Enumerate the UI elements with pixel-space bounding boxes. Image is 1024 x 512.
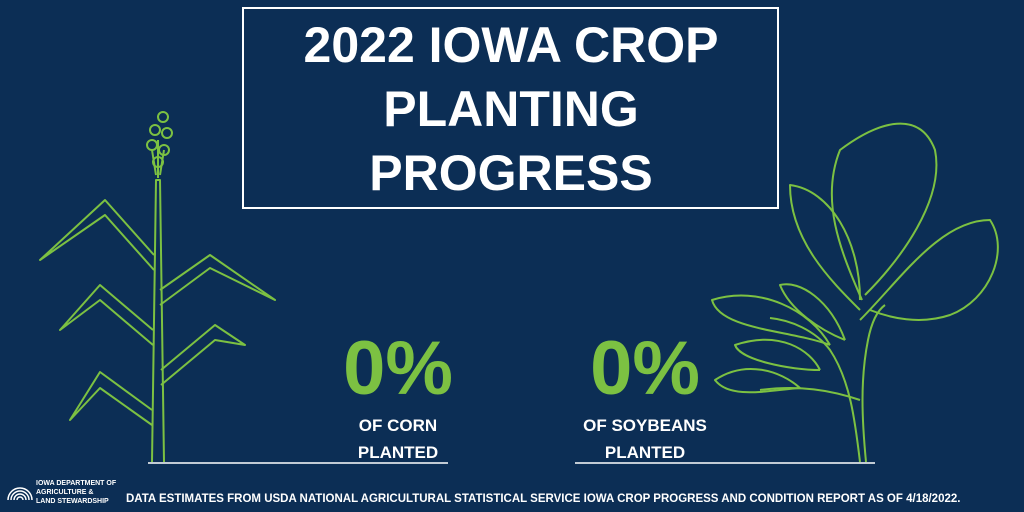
title-line: PROGRESS <box>369 145 652 201</box>
stat-label: PLANTED <box>605 443 685 462</box>
stat-value: 0% <box>590 326 700 411</box>
title-box <box>242 7 779 209</box>
footer-note: DATA ESTIMATES FROM USDA NATIONAL AGRICU… <box>126 493 960 505</box>
logo: IOWA DEPARTMENT OF AGRICULTURE & LAND ST… <box>7 480 117 505</box>
soybean-illustration <box>711 122 999 463</box>
logo-text: LAND STEWARDSHIP <box>36 498 109 505</box>
title-line: 2022 IOWA CROP <box>304 17 719 73</box>
stat-label: OF CORN <box>359 416 437 435</box>
title-line: PLANTING <box>383 81 639 137</box>
logo-text: IOWA DEPARTMENT OF <box>36 480 117 487</box>
stat-label: PLANTED <box>358 443 438 462</box>
stat-label: OF SOYBEANS <box>583 416 707 435</box>
stat-value: 0% <box>343 326 453 411</box>
corn-illustration <box>39 111 276 463</box>
logo-text: AGRICULTURE & <box>36 489 93 496</box>
logo-mark <box>7 487 33 501</box>
